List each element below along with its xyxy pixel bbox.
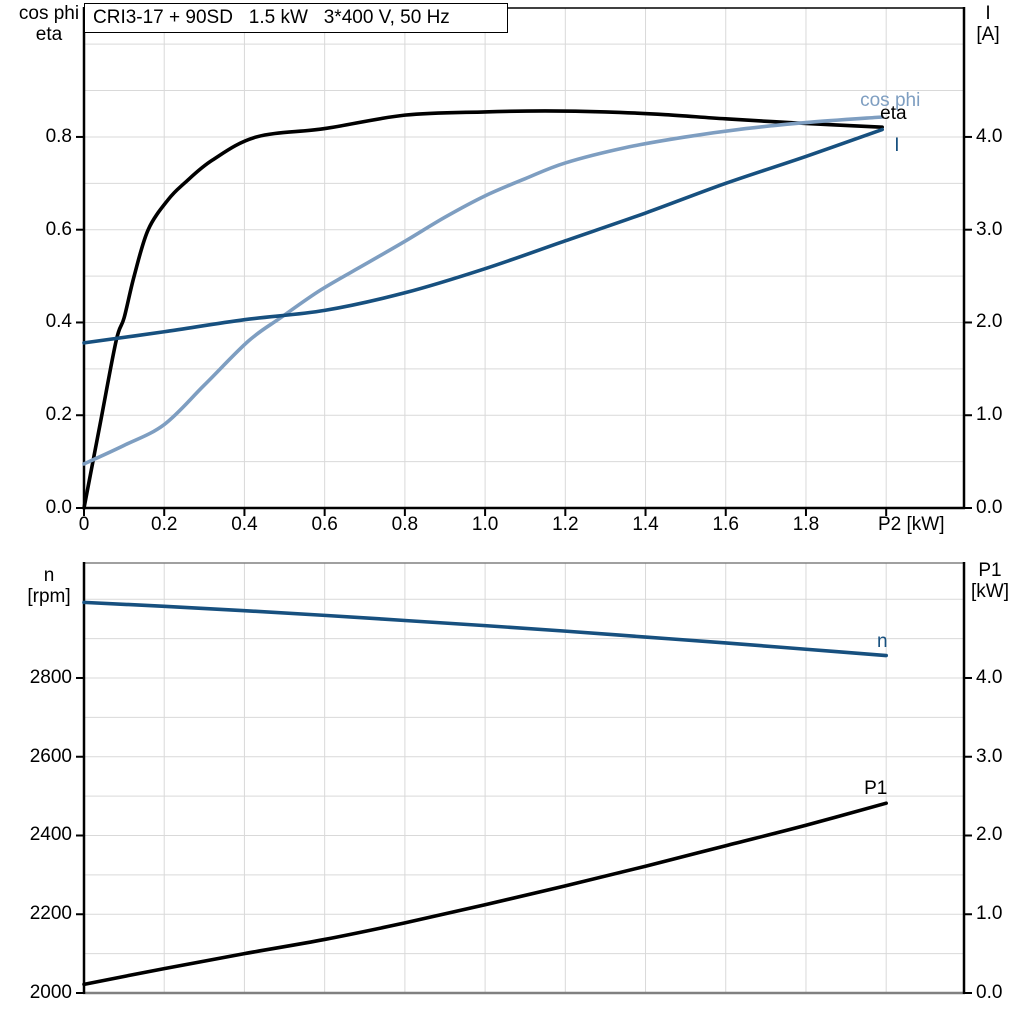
y-left-tick-label: 2600	[29, 745, 72, 767]
cos-phi-curve	[82, 115, 884, 466]
bottom-left-axis-title: n [rpm]	[8, 565, 90, 607]
current-curve-label: I	[894, 135, 900, 157]
y-left-tick-label: 0.2	[45, 404, 72, 426]
y-left-tick-label: 2000	[29, 982, 72, 1003]
y-left-tick-label: 0.6	[45, 218, 72, 240]
P1-curve	[82, 801, 888, 987]
top-right-axis-title: I [A]	[960, 3, 1016, 45]
x-axis-label: P2 [kW]	[878, 514, 945, 535]
y-right-tick-label: 2.0	[976, 311, 1003, 333]
eta-curve-label: eta	[880, 103, 907, 125]
y-right-tick-label: 3.0	[976, 745, 1003, 767]
p1-curve-label: P1	[864, 778, 888, 800]
y-right-tick-label: 3.0	[976, 218, 1003, 240]
cos-phi-curve-label: cos phi	[860, 89, 921, 111]
axis-label-speed: n	[43, 565, 55, 586]
eta-curve	[82, 109, 884, 510]
x-tick-label: 0.4	[231, 514, 258, 535]
x-tick-label: 1.4	[632, 514, 659, 535]
y-right-tick-label: 1.0	[976, 903, 1003, 925]
y-left-tick-label: 2200	[29, 903, 72, 925]
y-left-tick-label: 2800	[29, 666, 72, 688]
n-curve	[82, 600, 888, 658]
y-left-tick-label: 0.8	[45, 125, 72, 147]
axis-label-eta: eta	[35, 24, 63, 45]
y-left-tick-label: 0.0	[45, 497, 72, 518]
axis-label-rpm-unit: [rpm]	[27, 586, 71, 607]
y-right-tick-label: 0.0	[976, 497, 1003, 518]
x-tick-label: 0.6	[311, 514, 338, 535]
axis-label-cos-phi: cos phi	[18, 3, 80, 24]
y-left-tick-label: 0.4	[45, 311, 72, 333]
y-right-tick-label: 2.0	[976, 824, 1003, 846]
x-tick-label: 0	[78, 514, 90, 535]
chart-title: CRI3-17 + 90SD 1.5 kW 3*400 V, 50 Hz	[93, 7, 450, 28]
x-tick-label: 1.8	[792, 514, 820, 535]
top-left-axis-title: cos phi eta	[8, 3, 90, 45]
x-tick-label: 1.2	[552, 514, 579, 535]
axis-label-p1: P1	[978, 560, 1002, 581]
x-tick-label: 0.8	[391, 514, 419, 535]
y-right-tick-label: 1.0	[976, 404, 1003, 426]
chart-title-box: CRI3-17 + 90SD 1.5 kW 3*400 V, 50 Hz	[84, 3, 508, 33]
axis-label-current: I	[985, 3, 991, 24]
I-curve	[82, 127, 884, 345]
bottom-right-axis-title: P1 [kW]	[960, 560, 1020, 602]
y-right-tick-label: 4.0	[976, 666, 1003, 688]
y-left-tick-label: 2400	[29, 824, 72, 846]
x-tick-label: 1.6	[712, 514, 739, 535]
x-tick-label: 1.0	[471, 514, 499, 535]
axis-label-kw-unit: [kW]	[971, 581, 1009, 602]
y-right-tick-label: 0.0	[976, 982, 1003, 1003]
x-tick-label: 0.2	[151, 514, 178, 535]
y-right-tick-label: 4.0	[976, 125, 1003, 147]
axis-label-ampere-unit: [A]	[976, 24, 1000, 45]
speed-curve-label: n	[876, 630, 888, 652]
